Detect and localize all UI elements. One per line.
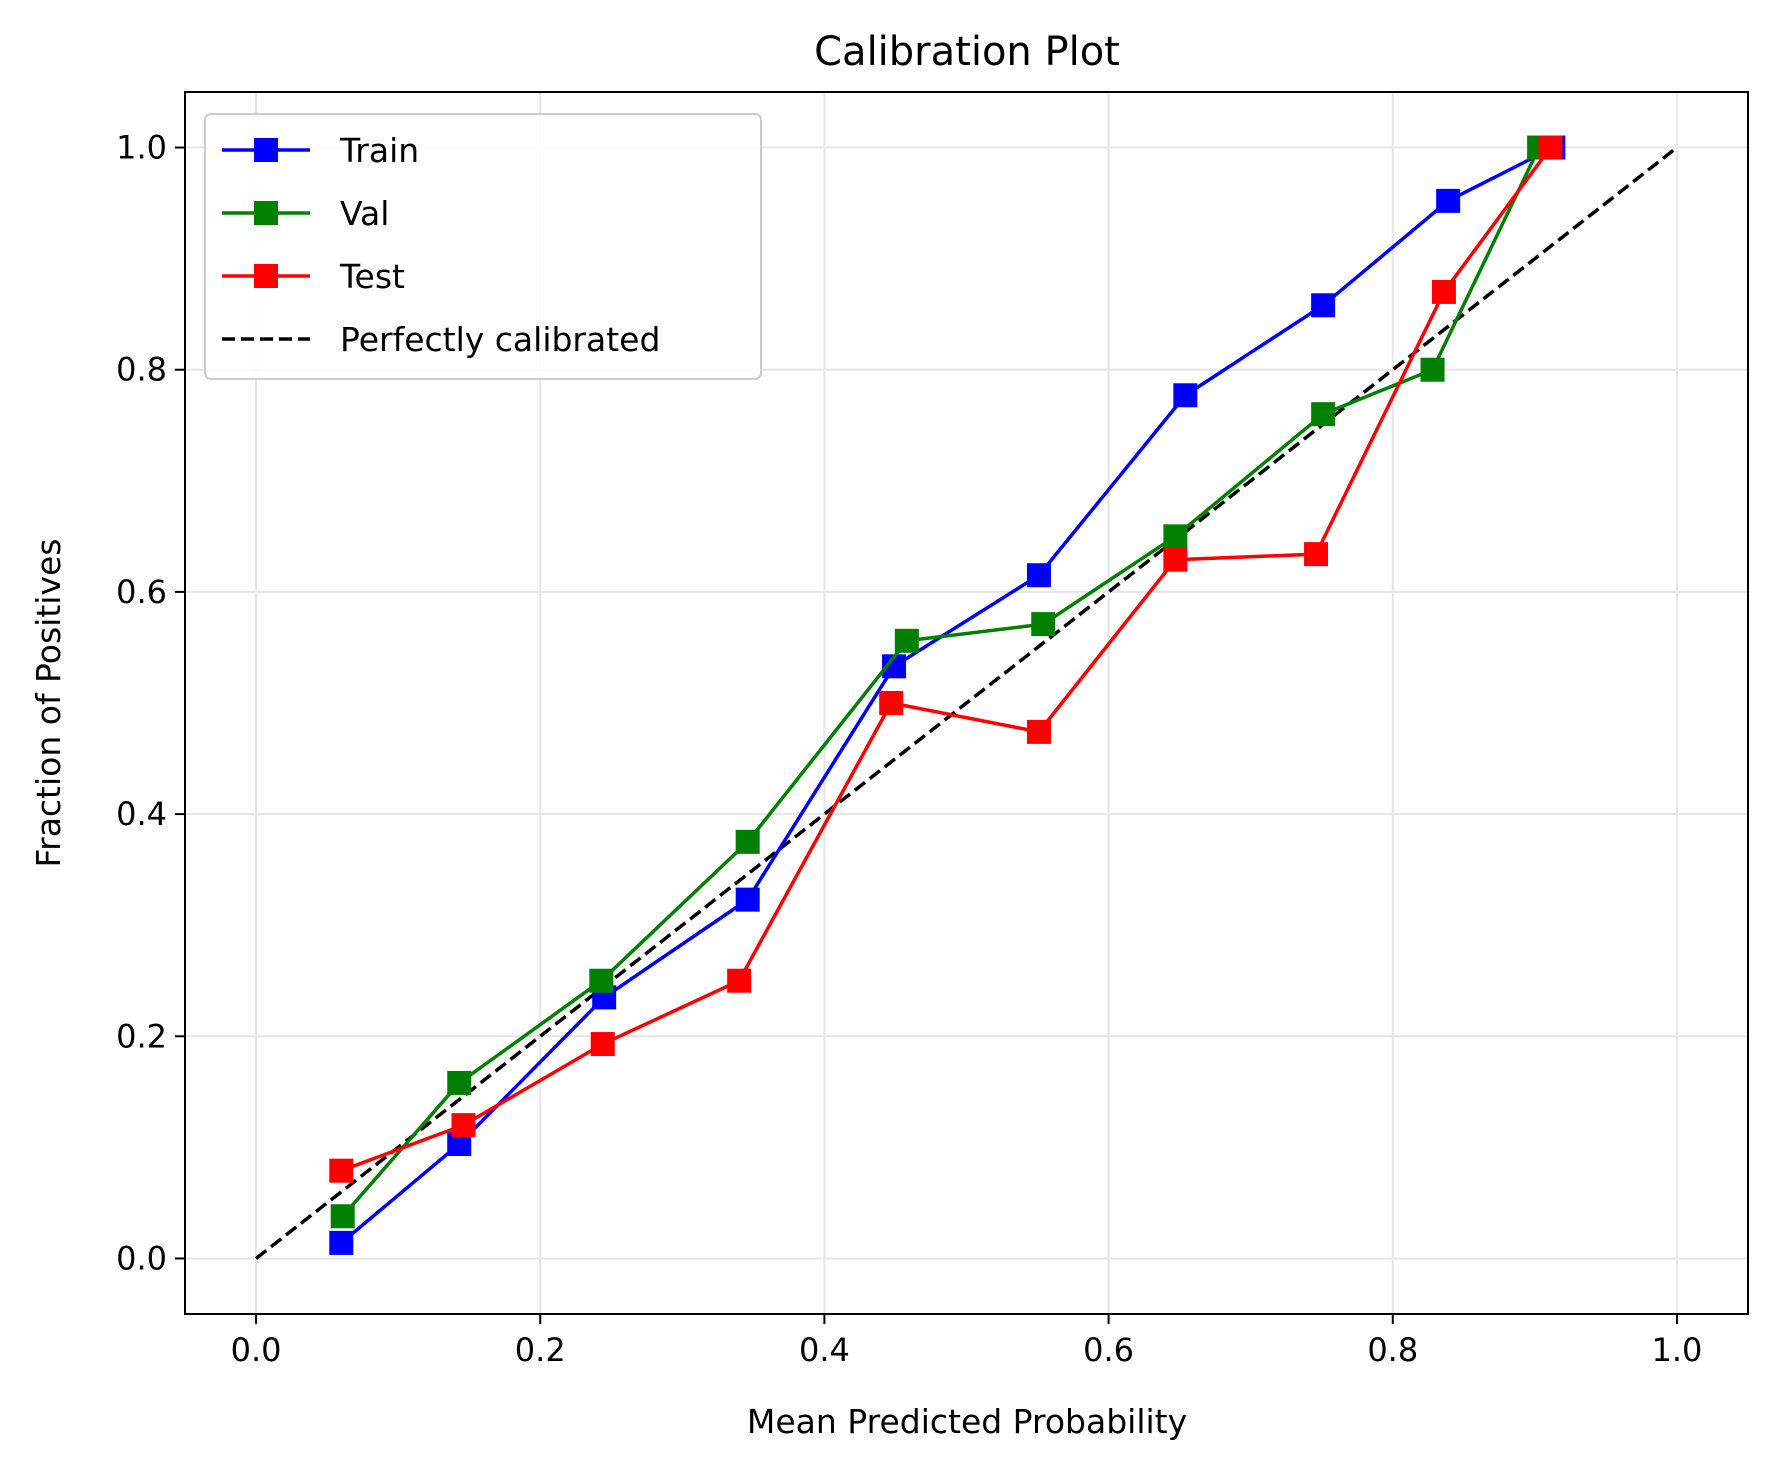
series-train-point bbox=[1436, 188, 1461, 213]
legend-label: Val bbox=[340, 194, 389, 233]
x-axis-ticks: 0.0 0.2 0.4 0.6 0.8 1.0 bbox=[231, 1314, 1703, 1369]
series-val-line bbox=[341, 146, 1541, 1218]
series-test-point bbox=[329, 1158, 354, 1183]
legend-box bbox=[204, 113, 762, 380]
series-train-point bbox=[1311, 293, 1336, 318]
series-test-point bbox=[451, 1113, 476, 1138]
series-test-point bbox=[879, 691, 904, 715]
legend-item-val: Val bbox=[222, 194, 389, 233]
y-tick-label: 0.2 bbox=[116, 1017, 167, 1055]
x-tick-label: 0.2 bbox=[515, 1331, 566, 1369]
series-perfectly-calibrated-line bbox=[254, 146, 1679, 1260]
y-axis-label: Fraction of Positives bbox=[29, 539, 68, 868]
plot-frame bbox=[184, 91, 1749, 1315]
series-test-point bbox=[1538, 135, 1563, 160]
legend-label: Test bbox=[339, 257, 405, 296]
x-tick-label: 0.0 bbox=[231, 1331, 282, 1369]
series-val-point bbox=[1031, 612, 1056, 637]
legend-marker bbox=[254, 264, 278, 288]
y-tick-label: 0.0 bbox=[116, 1239, 167, 1277]
series-test-point bbox=[1431, 279, 1456, 304]
legend-item-train: Train bbox=[222, 131, 419, 170]
series-test-line bbox=[340, 146, 1552, 1173]
legend-label: Perfectly calibrated bbox=[340, 320, 660, 359]
x-tick-label: 0.4 bbox=[799, 1331, 850, 1369]
series-test-point bbox=[1163, 547, 1188, 572]
y-tick-label: 0.8 bbox=[116, 351, 167, 389]
series-test-point bbox=[590, 1032, 615, 1057]
series-val-point bbox=[1311, 402, 1336, 427]
legend-marker bbox=[254, 138, 278, 162]
reference-layer bbox=[254, 146, 1679, 1260]
series-layer bbox=[329, 135, 1566, 1255]
series-train-point bbox=[735, 887, 760, 912]
x-tick-label: 0.6 bbox=[1083, 1331, 1134, 1369]
y-tick-label: 1.0 bbox=[116, 129, 167, 167]
legend-marker bbox=[254, 201, 278, 225]
y-tick-label: 0.6 bbox=[116, 573, 167, 611]
series-val-point bbox=[894, 628, 919, 653]
series-test-point bbox=[727, 968, 752, 993]
y-axis-ticks: 0.0 0.2 0.4 0.6 0.8 1.0 bbox=[116, 129, 185, 1277]
chart-title: Calibration Plot bbox=[814, 29, 1120, 75]
legend-label: Train bbox=[339, 131, 419, 170]
series-train-point bbox=[1026, 563, 1051, 588]
series-train-line bbox=[340, 145, 1555, 1245]
x-tick-label: 0.8 bbox=[1367, 1331, 1418, 1369]
x-axis-label: Mean Predicted Probability bbox=[747, 1402, 1187, 1441]
series-val-point bbox=[589, 968, 614, 993]
series-val-point bbox=[330, 1204, 355, 1229]
y-tick-label: 0.4 bbox=[116, 795, 167, 833]
grid bbox=[185, 92, 1748, 1314]
series-val-point bbox=[1420, 357, 1445, 382]
legend-item-perfectly-calibrated: Perfectly calibrated bbox=[222, 320, 660, 359]
series-val-point bbox=[735, 829, 760, 854]
series-test bbox=[329, 135, 1563, 1183]
series-train-point bbox=[329, 1230, 354, 1255]
series-val-point bbox=[1163, 524, 1188, 549]
series-test-point bbox=[1304, 542, 1329, 567]
series-val-point bbox=[447, 1070, 472, 1095]
x-tick-label: 1.0 bbox=[1652, 1331, 1703, 1369]
legend-item-test: Test bbox=[222, 257, 405, 296]
series-train-point bbox=[1173, 383, 1198, 408]
legend: Train Val Test Perfectly calibrated bbox=[204, 113, 762, 380]
series-test-point bbox=[1026, 719, 1051, 744]
